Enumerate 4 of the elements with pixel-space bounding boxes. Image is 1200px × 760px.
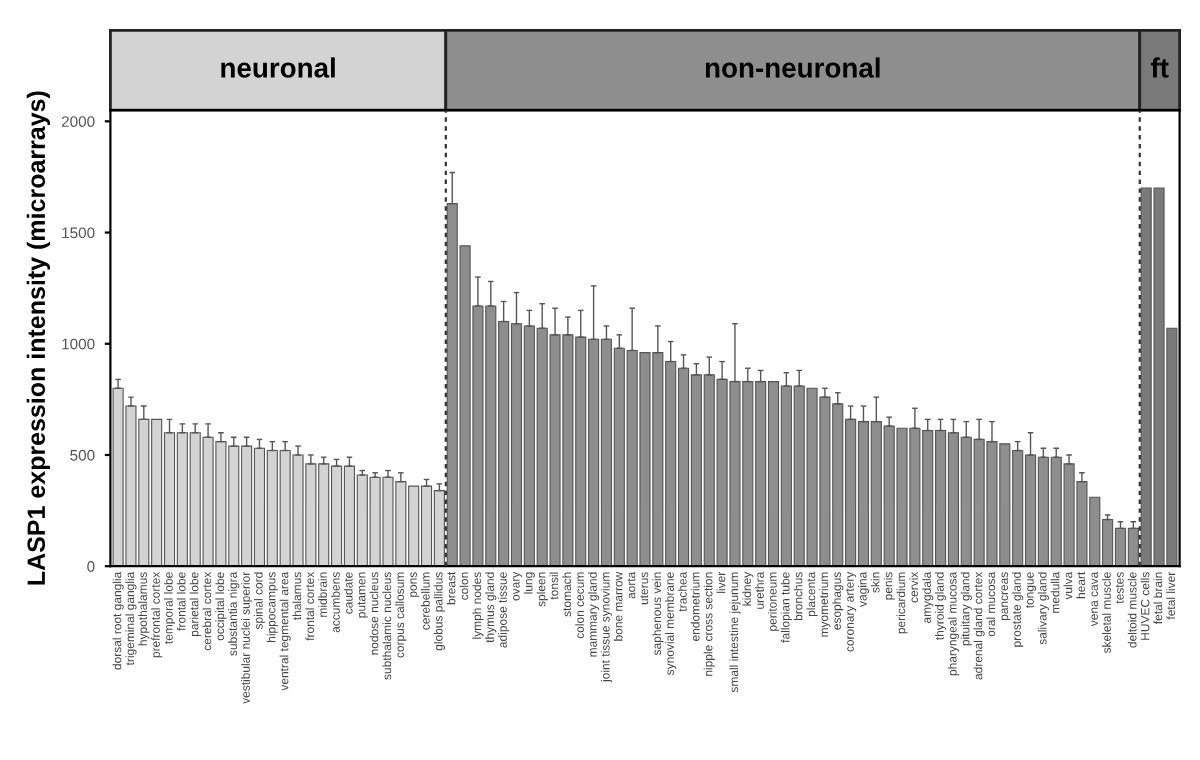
text: non-neuronal <box>705 57 880 78</box>
text: neuronal <box>221 57 335 78</box>
y-axis-title: LASP1 expression intensity (microarrays) <box>26 91 51 585</box>
text: ft <box>1150 57 1169 78</box>
